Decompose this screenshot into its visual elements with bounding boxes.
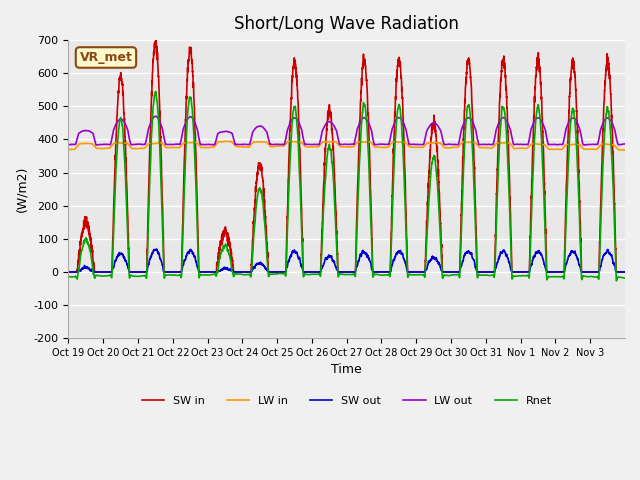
- SW in: [436, 200, 444, 206]
- SW out: [436, 263, 444, 268]
- SW out: [152, 246, 159, 252]
- Line: LW in: LW in: [68, 141, 625, 150]
- SW out: [65, 269, 72, 275]
- SW in: [621, 269, 629, 275]
- Title: Short/Long Wave Radiation: Short/Long Wave Radiation: [234, 15, 459, 33]
- Rnet: [492, 228, 500, 234]
- LW out: [500, 115, 508, 121]
- SW out: [476, 269, 484, 275]
- SW in: [161, 269, 168, 275]
- LW in: [436, 140, 444, 146]
- LW out: [425, 125, 433, 131]
- SW out: [425, 258, 433, 264]
- LW out: [65, 142, 72, 147]
- SW out: [90, 269, 98, 275]
- LW in: [161, 143, 168, 148]
- SW in: [476, 269, 484, 275]
- SW out: [621, 269, 629, 275]
- LW out: [161, 137, 168, 143]
- Rnet: [436, 221, 444, 227]
- Legend: SW in, LW in, SW out, LW out, Rnet: SW in, LW in, SW out, LW out, Rnet: [137, 392, 556, 410]
- SW in: [152, 37, 160, 43]
- LW in: [500, 140, 508, 146]
- LW out: [581, 142, 589, 148]
- LW in: [621, 147, 629, 153]
- Rnet: [612, 278, 620, 284]
- LW out: [152, 113, 159, 119]
- SW in: [500, 66, 508, 72]
- SW in: [425, 181, 433, 187]
- LW out: [436, 126, 444, 132]
- Line: SW out: SW out: [68, 249, 625, 272]
- LW in: [425, 140, 433, 146]
- LW out: [492, 127, 500, 133]
- LW in: [65, 146, 72, 152]
- Rnet: [425, 204, 433, 210]
- X-axis label: Time: Time: [332, 363, 362, 376]
- SW in: [492, 207, 500, 213]
- Rnet: [152, 89, 159, 95]
- Line: LW out: LW out: [68, 116, 625, 145]
- Line: Rnet: Rnet: [68, 92, 625, 281]
- SW out: [500, 248, 508, 254]
- Rnet: [161, 276, 168, 281]
- Text: VR_met: VR_met: [79, 51, 132, 64]
- Y-axis label: (W/m2): (W/m2): [15, 166, 28, 212]
- Line: SW in: SW in: [68, 40, 625, 272]
- SW out: [492, 264, 500, 270]
- LW out: [621, 141, 629, 147]
- LW in: [476, 144, 484, 150]
- Rnet: [500, 108, 508, 114]
- LW out: [476, 142, 484, 147]
- LW in: [223, 138, 230, 144]
- Rnet: [621, 275, 629, 281]
- LW in: [492, 141, 500, 146]
- Rnet: [476, 272, 484, 278]
- SW in: [65, 269, 72, 275]
- Rnet: [65, 274, 72, 279]
- LW in: [620, 147, 628, 153]
- SW out: [161, 269, 168, 275]
